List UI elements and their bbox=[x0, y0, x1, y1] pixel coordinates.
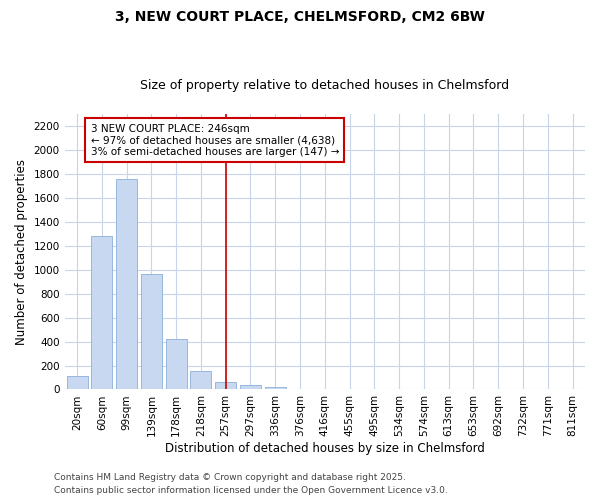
Title: Size of property relative to detached houses in Chelmsford: Size of property relative to detached ho… bbox=[140, 79, 509, 92]
Bar bbox=[240, 384, 261, 390]
Text: Contains HM Land Registry data © Crown copyright and database right 2025.
Contai: Contains HM Land Registry data © Crown c… bbox=[54, 474, 448, 495]
Bar bbox=[116, 178, 137, 390]
Y-axis label: Number of detached properties: Number of detached properties bbox=[15, 158, 28, 344]
Bar bbox=[190, 372, 211, 390]
Bar bbox=[215, 382, 236, 390]
Text: 3 NEW COURT PLACE: 246sqm
← 97% of detached houses are smaller (4,638)
3% of sem: 3 NEW COURT PLACE: 246sqm ← 97% of detac… bbox=[91, 124, 339, 157]
Bar bbox=[166, 338, 187, 390]
Bar bbox=[91, 236, 112, 390]
X-axis label: Distribution of detached houses by size in Chelmsford: Distribution of detached houses by size … bbox=[165, 442, 485, 455]
Text: 3, NEW COURT PLACE, CHELMSFORD, CM2 6BW: 3, NEW COURT PLACE, CHELMSFORD, CM2 6BW bbox=[115, 10, 485, 24]
Bar bbox=[265, 387, 286, 390]
Bar bbox=[141, 274, 162, 390]
Bar bbox=[67, 376, 88, 390]
